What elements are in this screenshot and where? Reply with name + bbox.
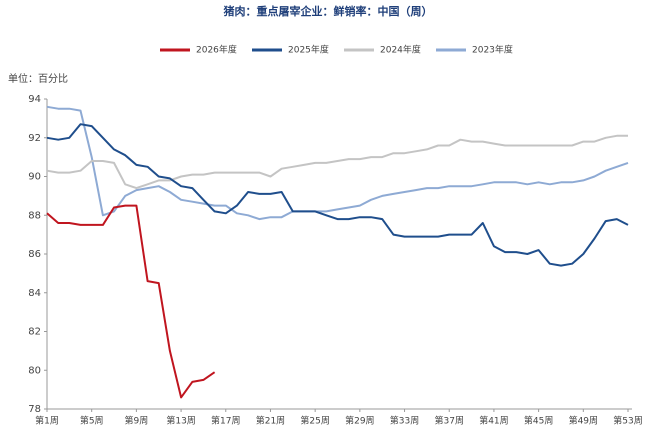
x-tick-label: 第45周 — [524, 415, 553, 427]
y-tick-label: 94 — [28, 94, 41, 105]
legend-label: 2025年度 — [288, 44, 329, 56]
x-tick-label: 第13周 — [166, 415, 195, 427]
y-axis-label: 单位：百分比 — [8, 72, 68, 85]
series-line — [46, 204, 216, 399]
x-tick-label: 第25周 — [300, 415, 329, 427]
x-tick-label: 第9周 — [125, 415, 149, 427]
x-tick-label: 第53周 — [613, 415, 642, 427]
x-tick-label: 第41周 — [479, 415, 508, 427]
legend-label: 2026年度 — [196, 44, 237, 56]
y-tick-label: 86 — [28, 249, 41, 260]
x-tick-label: 第33周 — [390, 415, 419, 427]
y-tick-label: 78 — [28, 404, 41, 415]
x-tick-label: 第49周 — [569, 415, 598, 427]
x-tick-label: 第37周 — [435, 415, 464, 427]
x-tick-label: 第5周 — [80, 415, 104, 427]
y-tick-label: 80 — [28, 365, 41, 376]
x-tick-label: 第29周 — [345, 415, 374, 427]
legend-label: 2023年度 — [472, 44, 513, 56]
x-tick-label: 第21周 — [256, 415, 285, 427]
y-tick-label: 88 — [28, 210, 41, 221]
y-tick-label: 90 — [28, 172, 41, 183]
y-tick-label: 92 — [28, 133, 41, 144]
y-tick-label: 84 — [28, 288, 41, 299]
chart-title: 猪肉：重点屠宰企业：鲜销率：中国（周） — [223, 4, 433, 18]
series-line — [46, 134, 628, 190]
series-line — [46, 123, 629, 267]
legend-label: 2024年度 — [380, 44, 421, 56]
x-tick-label: 第1周 — [35, 415, 59, 427]
x-tick-label: 第17周 — [211, 415, 240, 427]
y-tick-label: 82 — [28, 327, 41, 338]
series-line — [46, 105, 629, 221]
